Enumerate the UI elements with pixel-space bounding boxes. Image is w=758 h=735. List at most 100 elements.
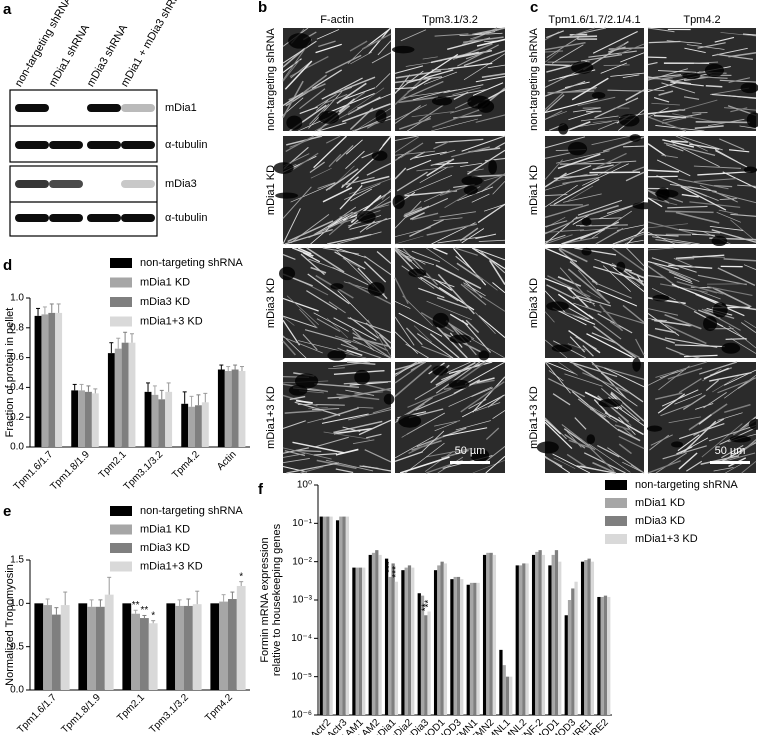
fiber xyxy=(568,111,595,121)
dark-area xyxy=(567,141,588,156)
dark-area xyxy=(383,393,395,405)
fiber xyxy=(700,454,740,466)
y-tick-label: 1.0 xyxy=(10,293,24,304)
fiber xyxy=(725,304,757,311)
fiber xyxy=(334,251,366,270)
fiber xyxy=(683,354,718,358)
fiber xyxy=(569,261,598,284)
fiber xyxy=(711,229,757,243)
fiber xyxy=(585,306,602,313)
fiber xyxy=(730,219,757,242)
row-label: non-targeting shRNA xyxy=(265,27,277,130)
fiber xyxy=(597,121,618,131)
bar xyxy=(238,371,246,447)
bar xyxy=(584,560,588,715)
fiber xyxy=(647,274,666,279)
fiber xyxy=(418,287,445,299)
y-axis-label: Normalized Tropomyosin xyxy=(4,564,16,686)
fiber xyxy=(475,114,506,123)
bar xyxy=(96,606,105,690)
fiber xyxy=(725,462,744,474)
legend-swatch xyxy=(110,277,132,288)
bar xyxy=(34,603,44,690)
fiber xyxy=(682,394,706,410)
fiber xyxy=(597,161,622,177)
fiber xyxy=(475,312,496,335)
fiber xyxy=(647,370,679,386)
y-axis-label: Fraction of protein in pellet xyxy=(4,308,16,438)
fiber xyxy=(577,199,623,216)
fiber xyxy=(739,416,757,431)
fiber xyxy=(582,107,601,109)
bar xyxy=(420,595,425,715)
bar xyxy=(236,586,246,690)
fiber xyxy=(665,347,685,356)
bar xyxy=(554,550,559,715)
fiber xyxy=(719,198,737,200)
fiber xyxy=(424,451,454,472)
fiber xyxy=(362,33,392,50)
bar xyxy=(55,312,63,447)
fiber xyxy=(679,423,725,440)
fiber xyxy=(622,74,640,79)
fiber xyxy=(647,233,679,237)
fiber xyxy=(608,46,626,53)
fiber xyxy=(484,157,506,162)
fiber xyxy=(689,143,720,150)
bar xyxy=(217,369,225,447)
fiber xyxy=(345,176,359,189)
fiber xyxy=(730,107,748,113)
bar xyxy=(401,570,405,715)
fiber xyxy=(463,282,486,297)
fiber xyxy=(452,87,481,96)
bar xyxy=(597,596,601,715)
bar xyxy=(166,603,176,690)
fiber xyxy=(350,51,372,65)
bar xyxy=(499,649,503,715)
fiber xyxy=(394,331,419,354)
fiber xyxy=(544,234,573,245)
fiber xyxy=(588,443,631,473)
fiber xyxy=(564,373,603,387)
bar xyxy=(158,399,166,447)
fiber xyxy=(728,149,750,153)
fiber xyxy=(299,106,318,115)
fiber xyxy=(647,460,681,474)
bar xyxy=(476,582,480,715)
fiber xyxy=(397,361,417,374)
fiber xyxy=(574,247,617,256)
fiber xyxy=(366,162,392,176)
fiber xyxy=(282,336,323,354)
fiber xyxy=(341,153,379,189)
fiber xyxy=(568,286,593,301)
row-label: mDia1 KD xyxy=(528,165,540,215)
x-tick-label: Tpm2.1 xyxy=(97,449,129,481)
fiber xyxy=(426,300,472,321)
fiber xyxy=(349,40,368,52)
fiber xyxy=(647,333,676,344)
bar xyxy=(165,391,173,447)
fiber xyxy=(282,316,295,326)
fiber xyxy=(435,361,481,394)
fiber xyxy=(477,203,506,224)
bar xyxy=(34,315,42,447)
fiber xyxy=(647,247,674,251)
fiber xyxy=(716,53,753,61)
fiber xyxy=(544,136,586,149)
bar xyxy=(322,516,327,715)
bar xyxy=(131,613,140,690)
legend-label: mDia3 KD xyxy=(140,542,190,554)
blot-band xyxy=(121,180,155,188)
fiber xyxy=(595,227,624,245)
bar xyxy=(564,615,568,715)
fiber xyxy=(587,404,618,423)
fiber xyxy=(544,417,567,440)
fiber xyxy=(282,297,319,312)
fiber xyxy=(562,176,600,185)
fiber xyxy=(363,261,387,283)
fiber xyxy=(647,221,697,235)
fiber xyxy=(394,235,424,245)
fiber xyxy=(443,84,484,94)
fiber xyxy=(544,50,561,63)
